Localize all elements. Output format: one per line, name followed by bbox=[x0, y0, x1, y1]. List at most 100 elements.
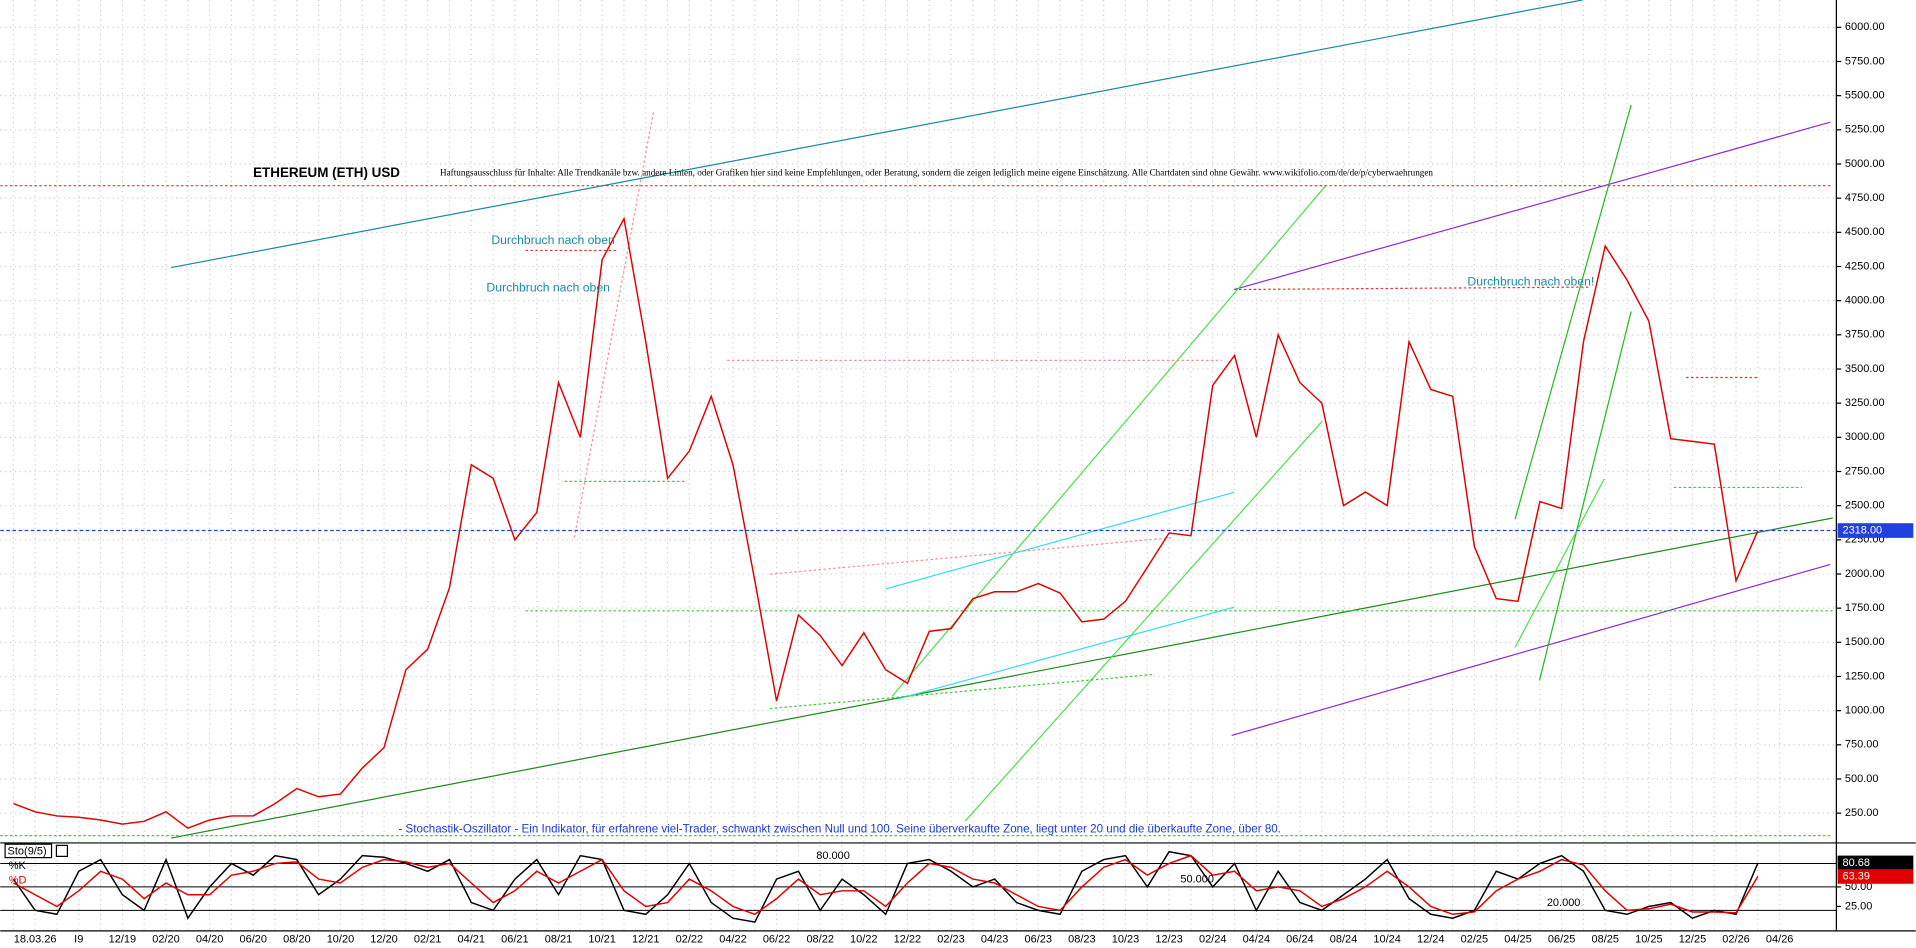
x-tick-label: 02/23 bbox=[937, 933, 965, 945]
y-tick-label: 25.00 bbox=[1845, 900, 1873, 912]
x-tick-label: 02/25 bbox=[1461, 933, 1488, 945]
y-tick-label: 4750.00 bbox=[1845, 192, 1885, 204]
x-tick-label: 08/23 bbox=[1068, 933, 1096, 945]
x-tick-label: 08/24 bbox=[1330, 933, 1357, 945]
y-tick-label: 4000.00 bbox=[1845, 295, 1885, 307]
x-tick-label: 10/24 bbox=[1373, 933, 1400, 945]
y-tick-label: 750.00 bbox=[1845, 739, 1879, 751]
x-tick-label: 02/24 bbox=[1199, 933, 1227, 945]
disclaimer: Haftungsausschluss für Inhalte: Alle Tre… bbox=[440, 168, 1433, 178]
x-tick-label: 08/20 bbox=[283, 933, 311, 945]
x-tick-label: 04/25 bbox=[1504, 933, 1532, 945]
trend-line bbox=[885, 491, 1235, 590]
x-tick-label: 04/26 bbox=[1766, 933, 1794, 945]
y-tick-label: 4250.00 bbox=[1845, 260, 1885, 272]
x-tick-label: 12/23 bbox=[1155, 933, 1183, 945]
indicator-button[interactable] bbox=[55, 844, 69, 857]
y-tick-label: 4500.00 bbox=[1845, 226, 1885, 238]
y-tick-label: 5750.00 bbox=[1845, 55, 1885, 67]
y-tick-label: 2750.00 bbox=[1845, 465, 1885, 477]
x-tick-label: 04/24 bbox=[1243, 933, 1271, 945]
y-tick-label: 5500.00 bbox=[1845, 90, 1885, 102]
value-label: 63.39 bbox=[1842, 870, 1869, 882]
trend-line bbox=[1234, 286, 1589, 291]
y-tick-label: 1000.00 bbox=[1845, 705, 1885, 717]
y-tick-label: 1250.00 bbox=[1845, 670, 1885, 682]
x-tick-label: 08/22 bbox=[806, 933, 834, 945]
x-tick-label: 04/21 bbox=[458, 933, 486, 945]
trend-line bbox=[897, 606, 1235, 700]
x-tick-label: 06/25 bbox=[1548, 933, 1575, 945]
x-tick-label: 06/21 bbox=[501, 933, 529, 945]
level-label: 20.000 bbox=[1547, 897, 1581, 909]
x-tick-label: 10/23 bbox=[1112, 933, 1140, 945]
trend-line bbox=[1514, 104, 1632, 520]
legend-label: %D bbox=[9, 875, 27, 887]
indicator-box bbox=[4, 843, 53, 859]
trend-line bbox=[1538, 311, 1632, 681]
y-tick-label: 6000.00 bbox=[1845, 21, 1885, 33]
trend-line bbox=[769, 536, 1174, 575]
x-tick-label: 02/21 bbox=[414, 933, 442, 945]
x-tick-label: 04/20 bbox=[196, 933, 224, 945]
x-tick-label: 06/22 bbox=[763, 933, 791, 945]
x-tick-label: 08/25 bbox=[1591, 933, 1619, 945]
x-tick-label: 10/22 bbox=[850, 933, 878, 945]
trend-line bbox=[1231, 563, 1831, 737]
x-tick-label: 12/24 bbox=[1417, 933, 1444, 945]
y-tick-label: 3250.00 bbox=[1845, 397, 1885, 409]
y-tick-label: 2500.00 bbox=[1845, 500, 1885, 512]
annotation: Durchbruch nach oben bbox=[491, 233, 614, 247]
x-tick-label: 02/22 bbox=[676, 933, 704, 945]
x-tick-label: 10/21 bbox=[588, 933, 616, 945]
y-tick-label: 1500.00 bbox=[1845, 636, 1885, 648]
indicator-note: - Stochastik-Oszillator - Ein Indikator,… bbox=[398, 823, 1280, 836]
x-tick-label: 12/21 bbox=[632, 933, 660, 945]
trend-lines bbox=[0, 0, 1833, 839]
y-tick-label: 250.00 bbox=[1845, 807, 1879, 819]
x-tick-label: 08/21 bbox=[545, 933, 573, 945]
last-price-box bbox=[1837, 523, 1914, 538]
x-tick-label: 02/20 bbox=[152, 933, 180, 945]
y-tick-label: 50.00 bbox=[1845, 881, 1873, 893]
trend-line bbox=[964, 421, 1323, 822]
trend-line bbox=[1514, 478, 1605, 648]
trend-line bbox=[1233, 121, 1831, 291]
y-tick-label: 5250.00 bbox=[1845, 124, 1885, 136]
trend-line bbox=[573, 109, 655, 538]
x-tick-label: 06/23 bbox=[1025, 933, 1053, 945]
value-box bbox=[1837, 855, 1914, 871]
x-tick-label: 12/22 bbox=[894, 933, 922, 945]
y-tick-label: 2000.00 bbox=[1845, 568, 1885, 580]
y-tick-label: 3000.00 bbox=[1845, 431, 1885, 443]
x-tick-label: 18.03.26 bbox=[14, 933, 57, 945]
plot bbox=[12, 216, 1759, 923]
x-tick-label: 10/25 bbox=[1635, 933, 1663, 945]
x-tick-label: 10/20 bbox=[327, 933, 355, 945]
x-tick-label: 06/24 bbox=[1286, 933, 1314, 945]
value-box bbox=[1837, 869, 1914, 884]
price-line bbox=[13, 216, 1759, 829]
x-tick-label: 02/26 bbox=[1722, 933, 1749, 945]
trend-line bbox=[769, 673, 1155, 710]
level-label: 80.000 bbox=[816, 850, 850, 862]
x-tick-label: 12/25 bbox=[1679, 933, 1706, 945]
chart-title: ETHEREUM (ETH) USD bbox=[253, 165, 400, 180]
y-tick-label: 3750.00 bbox=[1845, 329, 1885, 341]
x-tick-label: 04/22 bbox=[719, 933, 747, 945]
y-tick-label: 1750.00 bbox=[1845, 602, 1885, 614]
x-tick-label: I9 bbox=[74, 933, 83, 945]
value-label: 80.68 bbox=[1842, 857, 1869, 869]
indicator-title: Sto(9/5) bbox=[8, 845, 47, 857]
level-label: 50.000 bbox=[1180, 873, 1214, 885]
x-tick-label: 06/20 bbox=[239, 933, 267, 945]
last-price-label: 2318.00 bbox=[1842, 524, 1882, 536]
annotation: Durchbruch nach oben! bbox=[1467, 274, 1594, 288]
legend-label: %K bbox=[9, 860, 27, 872]
x-tick-label: 04/23 bbox=[981, 933, 1009, 945]
y-tick-label: 500.00 bbox=[1845, 773, 1879, 785]
stoch-line bbox=[13, 854, 1759, 916]
